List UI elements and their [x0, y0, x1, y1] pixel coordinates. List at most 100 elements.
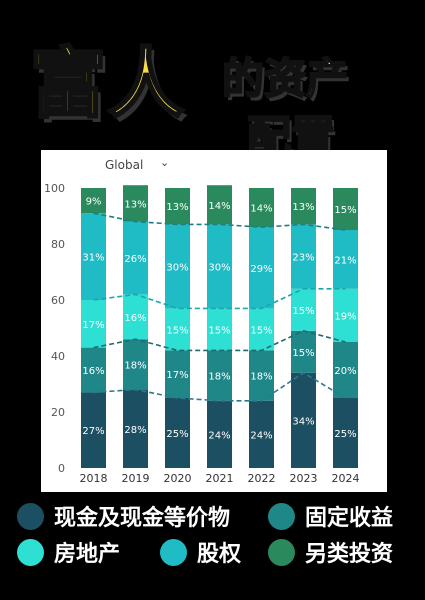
- bar-segment: [333, 188, 358, 230]
- data-label: 17%: [82, 320, 104, 331]
- legend-item: 另类投资: [268, 536, 393, 568]
- data-label: 14%: [250, 204, 272, 215]
- legend-swatch: [160, 538, 187, 566]
- data-label: 18%: [208, 372, 230, 383]
- bar-segment: [165, 224, 190, 309]
- series-connector-line: [93, 329, 346, 352]
- stacked-bar-chart: 0 20 40 60 80 100 27% 16% 17% 31% 9% 2018 28% 18% 16% 2…: [44, 182, 360, 485]
- bar-segment: [249, 350, 274, 401]
- data-label: 18%: [250, 372, 272, 383]
- series-connector-line: [93, 371, 346, 402]
- data-label: 14%: [208, 201, 230, 212]
- legend-item: 股权: [160, 536, 241, 568]
- chart-panel: Global ⌄ 0 20 40 60 80 100 27% 16% 17% 31% 9% 2018 2…: [41, 150, 387, 492]
- bar-segment: [81, 392, 106, 468]
- legend-label: 另类投资: [305, 542, 394, 567]
- data-label: 31%: [82, 253, 104, 264]
- bar-segment: [207, 224, 232, 309]
- data-label: 24%: [208, 430, 230, 441]
- bar-segment: [123, 389, 148, 468]
- bar-segment: [291, 288, 316, 331]
- bar-segment: [207, 350, 232, 401]
- data-label: 34%: [292, 416, 314, 427]
- x-tick-label: 2022: [248, 472, 276, 485]
- bar-segment: [291, 372, 316, 468]
- bar-segment: [249, 400, 274, 468]
- y-tick-label: 40: [51, 350, 65, 363]
- x-tick-label: 2024: [332, 472, 360, 485]
- bar-segment: [165, 188, 190, 225]
- bar-segment: [123, 339, 148, 390]
- bar-segment: [249, 188, 274, 228]
- bar-segment: [249, 308, 274, 351]
- bar-segment: [165, 308, 190, 351]
- data-label: 30%: [166, 262, 188, 273]
- data-label: 15%: [292, 306, 314, 317]
- bar-segment: [81, 213, 106, 300]
- y-tick-label: 80: [51, 238, 65, 251]
- legend-item: 固定收益: [268, 500, 393, 532]
- legend-swatch: [17, 538, 44, 566]
- data-label: 20%: [334, 366, 356, 377]
- x-tick-label: 2023: [290, 472, 318, 485]
- bar-segment: [81, 300, 106, 348]
- data-label: 25%: [166, 429, 188, 440]
- bar-segment: [333, 342, 358, 398]
- bar-segment: [165, 398, 190, 468]
- data-label: 28%: [124, 425, 146, 436]
- legend-label: 房地产: [54, 542, 121, 567]
- legend-swatch: [268, 538, 295, 566]
- bar-segment: [207, 400, 232, 468]
- data-label: 15%: [208, 325, 230, 336]
- data-label: 23%: [292, 253, 314, 264]
- bar-segment: [291, 224, 316, 289]
- data-label: 15%: [166, 325, 188, 336]
- bar-segment: [207, 185, 232, 225]
- data-label: 27%: [82, 426, 104, 437]
- data-label: 24%: [250, 430, 272, 441]
- legend-item: 现金及现金等价物: [17, 500, 230, 532]
- legend-swatch: [17, 502, 44, 530]
- data-label: 29%: [250, 264, 272, 275]
- data-label: 16%: [124, 313, 146, 324]
- bar-segment: [207, 308, 232, 351]
- y-tick-label: 20: [51, 406, 65, 419]
- series-connector-line: [93, 288, 346, 310]
- bar-segment: [81, 188, 106, 214]
- title-main: 富人: [29, 39, 186, 128]
- x-tick-label: 2020: [164, 472, 192, 485]
- data-label: 26%: [124, 254, 146, 265]
- bar-segment: [333, 288, 358, 342]
- data-label: 13%: [166, 202, 188, 213]
- data-label: 18%: [124, 360, 146, 371]
- data-label: 17%: [166, 370, 188, 381]
- bar-segment: [81, 347, 106, 393]
- y-tick-label: 100: [44, 182, 65, 195]
- x-tick-label: 2021: [206, 472, 234, 485]
- x-tick-label: 2019: [122, 472, 150, 485]
- data-label: 13%: [292, 202, 314, 213]
- bar-segment: [123, 185, 148, 222]
- data-label: 15%: [292, 348, 314, 359]
- data-label: 25%: [334, 429, 356, 440]
- data-label: 19%: [334, 311, 356, 322]
- data-label: 15%: [334, 205, 356, 216]
- bar-segment: [123, 294, 148, 340]
- data-label: 13%: [124, 199, 146, 210]
- chevron-down-icon[interactable]: ⌄: [160, 156, 170, 169]
- x-tick-label: 2018: [80, 472, 108, 485]
- data-label: 15%: [250, 325, 272, 336]
- y-tick-label: 0: [58, 462, 65, 475]
- legend-label: 固定收益: [305, 506, 394, 531]
- bar-segment: [123, 221, 148, 295]
- data-label: 30%: [208, 262, 230, 273]
- bar-segment: [333, 398, 358, 468]
- bar-segment: [291, 188, 316, 225]
- data-label: 21%: [334, 255, 356, 266]
- data-label: 9%: [86, 197, 102, 208]
- region-selector[interactable]: Global: [105, 158, 144, 172]
- legend-label: 股权: [197, 542, 242, 567]
- bar-segment: [165, 350, 190, 398]
- bar-segment: [249, 227, 274, 309]
- series-connector-line: [93, 212, 346, 231]
